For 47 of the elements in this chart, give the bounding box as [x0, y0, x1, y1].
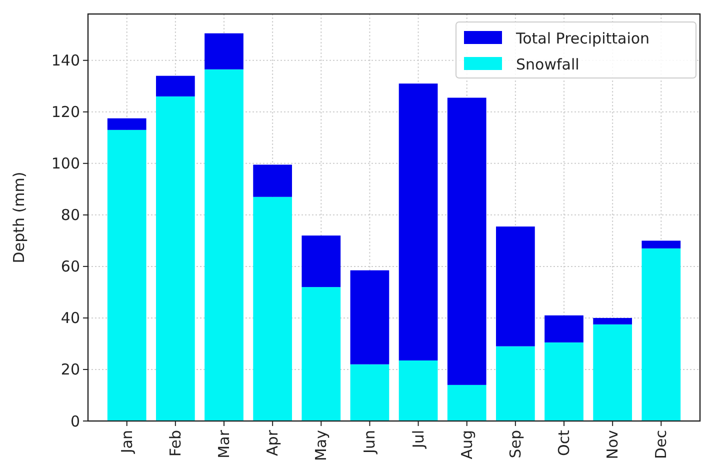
y-tick-label: 60 [60, 258, 80, 276]
x-tick-label: May [312, 430, 330, 462]
y-tick-label: 100 [51, 154, 80, 173]
y-tick-label: 40 [60, 309, 80, 328]
legend-label: Snowfall [516, 55, 580, 74]
bar [204, 69, 244, 421]
x-tick-label: Jan [118, 430, 136, 454]
x-tick-label: Feb [166, 430, 184, 457]
x-tick-label: Oct [555, 430, 573, 456]
bar [302, 236, 341, 288]
bar [156, 96, 195, 421]
bar [544, 315, 584, 342]
bar [107, 118, 146, 130]
x-tick-label: Dec [652, 430, 670, 460]
y-tick-label: 80 [60, 206, 80, 224]
bar [302, 287, 341, 421]
bar [593, 318, 632, 324]
bar [350, 270, 390, 364]
bar [107, 130, 146, 421]
bar [447, 98, 486, 385]
y-tick-label: 0 [70, 412, 80, 430]
bar [642, 240, 681, 248]
bar [593, 324, 632, 421]
bar [253, 164, 292, 197]
bar [496, 346, 535, 421]
x-tick-label: Aug [458, 430, 476, 460]
x-tick-label: Sep [506, 430, 524, 458]
bar [204, 33, 244, 70]
x-tick-label: Apr [264, 429, 282, 456]
bar [398, 84, 438, 360]
bar [642, 248, 681, 421]
bar [350, 364, 390, 421]
x-tick-label: Jul [409, 430, 428, 450]
legend-label: Total Precipittaion [515, 29, 650, 48]
y-tick-label: 120 [51, 103, 80, 122]
x-tick-label: Nov [604, 430, 622, 460]
y-tick-label: 140 [51, 52, 80, 70]
bar [496, 226, 535, 346]
y-tick-label: 20 [60, 360, 80, 379]
x-tick-label: Mar [215, 429, 233, 458]
bar [398, 360, 438, 421]
bar [447, 384, 486, 421]
x-tick-label: Jun [360, 430, 379, 454]
bar [156, 76, 195, 96]
y-axis-title: Depth (mm) [10, 172, 28, 264]
bar [253, 196, 292, 421]
bar [544, 342, 584, 421]
